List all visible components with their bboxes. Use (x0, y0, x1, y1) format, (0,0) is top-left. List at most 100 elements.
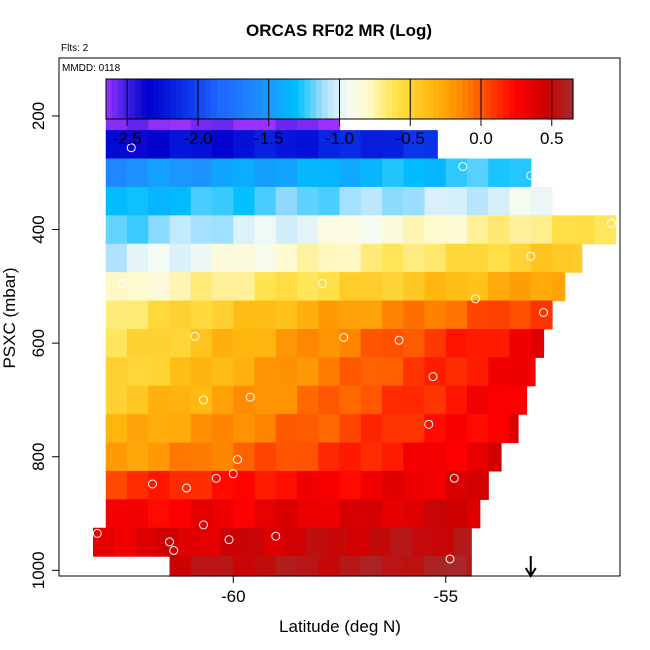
colorbar-segment (152, 79, 160, 119)
heatmap-cell (467, 442, 489, 472)
heatmap-cell (360, 385, 383, 415)
heatmap-cell (530, 243, 553, 273)
y-axis-label: PSXC (mbar) (0, 267, 19, 368)
heatmap-cell (127, 470, 149, 500)
heatmap-cell (275, 130, 298, 160)
heatmap-cell (114, 527, 137, 557)
date-annotation: MMDD: 0118 (62, 63, 121, 74)
heatmap-cell (254, 130, 277, 160)
heatmap-cell (105, 442, 128, 472)
heatmap-cell (467, 414, 489, 444)
heatmap-cell (305, 527, 328, 557)
colorbar-segment (357, 79, 364, 119)
heatmap-cell (382, 470, 404, 500)
heatmap-cell (509, 357, 532, 387)
heatmap-cell (297, 442, 319, 472)
heatmap-cell (445, 243, 468, 273)
colorbar-segment (251, 79, 259, 119)
heatmap-cell (135, 527, 158, 557)
heatmap-cell (233, 499, 256, 529)
heatmap-cell (127, 385, 149, 415)
observation-point (318, 278, 327, 288)
colorbar-segment (199, 79, 206, 119)
heatmap-cell (254, 357, 277, 387)
colorbar-segment (129, 79, 136, 119)
heatmap-cell (190, 385, 213, 415)
heatmap-cell (148, 414, 171, 444)
heatmap-cell (212, 130, 234, 160)
heatmap-cell (390, 527, 413, 557)
colorbar-tick-label: -1.0 (325, 129, 354, 148)
heatmap-cell (190, 470, 213, 500)
colorbar-segment (286, 79, 294, 119)
colorbar-tick-label: 0.5 (540, 129, 564, 148)
heatmap-cell (169, 272, 192, 302)
heatmap-cell (148, 442, 171, 472)
heatmap-cell (488, 357, 511, 387)
heatmap-cell (445, 186, 468, 216)
heatmap-cell (284, 527, 307, 557)
heatmap-cell (169, 300, 192, 330)
heatmap-cell (190, 556, 213, 577)
colorbar-segment (321, 79, 329, 119)
heatmap-cell (233, 300, 256, 330)
heatmap-cell (254, 328, 277, 358)
heatmap-cell (403, 470, 426, 500)
colorbar-segment (526, 79, 533, 119)
heatmap-cell (445, 357, 468, 387)
heatmap-cell (105, 328, 128, 358)
colorbar-tick-label: -0.5 (396, 129, 425, 148)
observation-point (211, 473, 221, 483)
colorbar-segment (176, 79, 183, 119)
observation-point (428, 372, 438, 382)
heatmap-cell (190, 272, 213, 302)
heatmap-cell (509, 272, 532, 302)
colorbar (106, 79, 574, 119)
heatmap-cell (275, 272, 298, 302)
heatmap-cell (148, 499, 171, 529)
heatmap-cell (318, 385, 341, 415)
colorbar-segment (567, 79, 574, 119)
heatmap-cell (382, 272, 404, 302)
observation-point (458, 161, 468, 171)
colorbar-segment (222, 79, 230, 119)
heatmap-cell (233, 215, 256, 245)
heatmap-cell (169, 243, 192, 273)
heatmap-cell (424, 186, 447, 216)
heatmap-cell (552, 272, 566, 302)
heatmap-cell (169, 470, 192, 500)
heatmap-cell (467, 158, 489, 188)
heatmap-cell (212, 357, 234, 387)
heatmap-cell (275, 385, 298, 415)
y-tick-label: 200 (29, 102, 48, 130)
heatmap-cell (275, 556, 298, 577)
heatmap-cell (488, 215, 511, 245)
heatmap-cell (127, 300, 149, 330)
colorbar-segment (170, 79, 177, 119)
heatmap-cell (263, 527, 285, 557)
heatmap-cell (190, 243, 213, 273)
y-axis: 200 400 600 800 1000 (29, 102, 59, 589)
heatmap-cell (403, 385, 426, 415)
heatmap-cell (467, 470, 489, 500)
heatmap-cell (127, 328, 149, 358)
heatmap-cell (254, 215, 277, 245)
heatmap-cell (403, 186, 426, 216)
heatmap-cell (403, 357, 426, 387)
colorbar-segment (339, 79, 346, 119)
heatmap-cell (348, 527, 370, 557)
x-axis: -60 -55 (221, 576, 458, 606)
heatmap-cell (339, 158, 362, 188)
heatmap-cell (360, 272, 383, 302)
heatmap-cell (488, 414, 511, 444)
colorbar-segment (514, 79, 522, 119)
heatmap-cell (360, 357, 383, 387)
colorbar-segment (345, 79, 352, 119)
heatmap-cell (509, 414, 519, 444)
heatmap-cell (552, 215, 574, 245)
colorbar-segment (351, 79, 358, 119)
heatmap-cell (212, 470, 234, 500)
heatmap-cell (318, 186, 341, 216)
heatmap-cell (254, 470, 277, 500)
y-tick-label: 400 (29, 215, 48, 243)
